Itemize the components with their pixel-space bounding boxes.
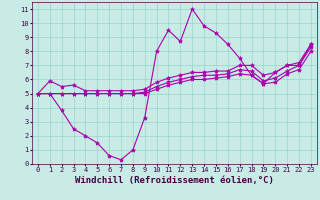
X-axis label: Windchill (Refroidissement éolien,°C): Windchill (Refroidissement éolien,°C) [75,176,274,185]
